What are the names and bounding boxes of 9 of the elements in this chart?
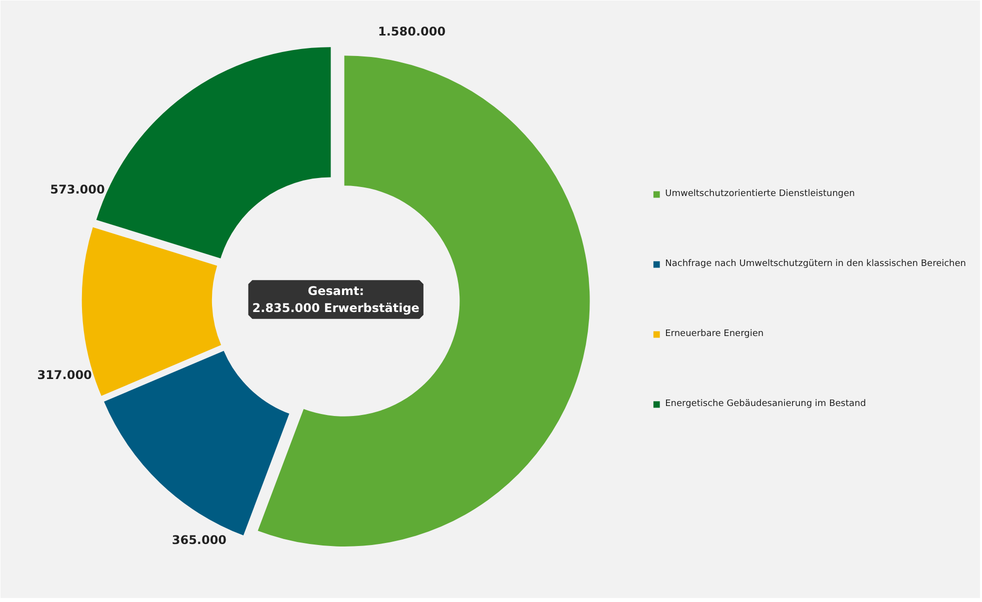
legend-label: Energetische Gebäudesanierung im Bestand	[665, 399, 866, 409]
text: Gesamt: 2.835.000 Erwerbstätige	[252, 284, 420, 315]
data-label: 573.000	[50, 182, 105, 197]
data-label: 1.580.000	[378, 24, 446, 39]
legend-label: Umweltschutzorientierte Dienstleistungen	[665, 189, 855, 199]
legend-label: Erneuerbare Energien	[665, 329, 764, 339]
data-label: 365.000	[172, 532, 227, 547]
legend-label: Nachfrage nach Umweltschutzgütern in den klassischen Bereichen	[665, 259, 966, 269]
data-label: 317.000	[37, 368, 92, 382]
